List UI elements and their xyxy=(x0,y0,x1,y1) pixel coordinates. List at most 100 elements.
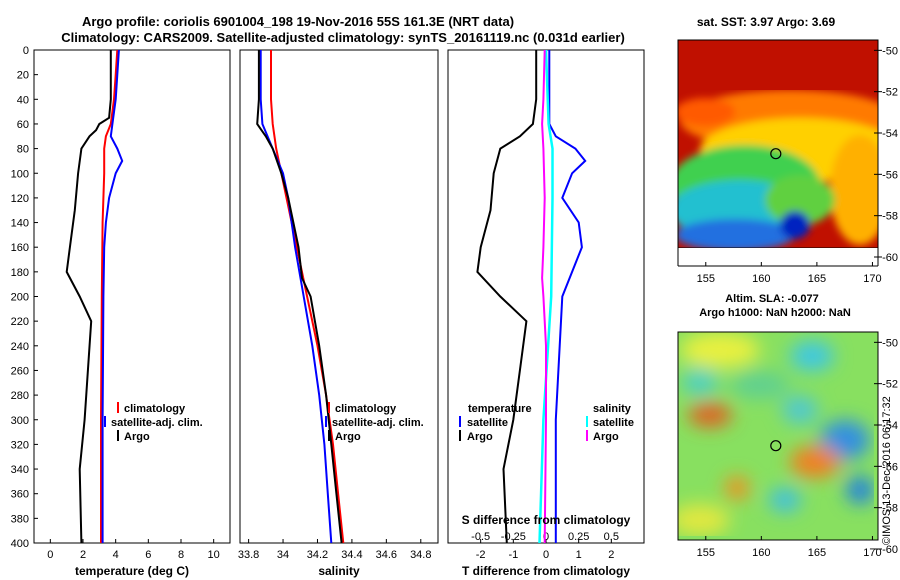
sla-map-panel: Altim. SLA: -0.077 Argo h1000: NaN h2000… xyxy=(677,293,898,559)
depth-tick-label: 120 xyxy=(11,193,29,205)
map-lon-tick-label: 160 xyxy=(752,547,770,559)
sst-region-deepblue xyxy=(780,211,810,239)
temperature-tick-label: 10 xyxy=(208,549,220,561)
s-difference-tick-label: 0.25 xyxy=(568,531,589,543)
legend-label-s-satellite: satellite xyxy=(593,417,634,429)
depth-tick-label: 340 xyxy=(11,464,29,476)
t-difference-tick-label: 2 xyxy=(608,549,614,561)
map-lat-tick-label: -56 xyxy=(882,461,898,473)
depth-tick-label: 160 xyxy=(11,242,29,254)
depth-tick-label: 400 xyxy=(11,538,29,550)
depth-tick-label: 300 xyxy=(11,415,29,427)
legend-label-argo: Argo xyxy=(335,431,361,443)
depth-tick-label: 360 xyxy=(11,489,29,501)
sla-region-orange-w xyxy=(688,403,732,427)
sst-region-green-mid xyxy=(765,175,835,225)
map-lat-tick-label: -52 xyxy=(882,87,898,99)
map-lat-tick-label: -60 xyxy=(882,544,898,556)
title-line-2: Climatology: CARS2009. Satellite-adjuste… xyxy=(61,30,625,45)
depth-tick-label: 60 xyxy=(17,119,29,131)
salinity-tick-label: 34.2 xyxy=(307,549,328,561)
map-lat-tick-label: -54 xyxy=(882,420,898,432)
sla-region-cyan-n xyxy=(790,341,834,371)
temperature-satellite-line xyxy=(101,50,124,543)
sla-region-blue-se xyxy=(846,476,874,504)
title-line-1: Argo profile: coriolis 6901004_198 19-No… xyxy=(82,14,514,29)
salinity-tick-label: 34.6 xyxy=(376,549,397,561)
sla-argo-location-marker xyxy=(770,440,782,452)
s-difference-tick-label: 0 xyxy=(543,531,549,543)
sst-map-white-strip xyxy=(678,248,878,266)
sla-region-orange-c xyxy=(790,446,840,478)
depth-tick-label: 80 xyxy=(17,144,29,156)
legend-label-t-argo: Argo xyxy=(467,431,493,443)
sst-map-title: sat. SST: 3.97 Argo: 3.69 xyxy=(697,15,836,29)
temperature-tick-label: 6 xyxy=(145,549,151,561)
depth-tick-label: 280 xyxy=(11,390,29,402)
map-lat-tick-label: -58 xyxy=(882,211,898,223)
sst-argo-location-marker xyxy=(770,148,782,160)
sst-map-panel: sat. SST: 3.97 Argo: 3.69 155 160 165 170 -5… xyxy=(677,15,898,285)
temperature-climatology-line xyxy=(100,50,119,543)
map-lat-tick-label: -56 xyxy=(882,169,898,181)
sla-map-title-1: Altim. SLA: -0.077 xyxy=(725,293,819,305)
sla-map-title-2: Argo h1000: NaN h2000: NaN xyxy=(699,307,851,319)
depth-tick-label: 140 xyxy=(11,218,29,230)
sla-region-cyan-w xyxy=(682,368,718,396)
depth-tick-labels: 0 20 40 60 80 100 120 140 160 180 200 220 240 260 280 3… xyxy=(11,45,38,550)
s-difference-tick-label: -0.5 xyxy=(471,531,490,543)
map-lon-tick-label: 160 xyxy=(752,273,770,285)
map-lat-tick-label: -60 xyxy=(882,252,898,264)
difference-legend: temperature satellite Argo salinity sate… xyxy=(459,403,634,443)
t-difference-tick-label: 1 xyxy=(576,549,582,561)
t-difference-xlabel: T difference from climatology xyxy=(462,564,630,578)
map-lat-tick-label: -54 xyxy=(882,128,898,140)
t-difference-tick-label: -2 xyxy=(476,549,486,561)
temperature-axes-frame xyxy=(33,49,231,544)
sla-region-green-c xyxy=(730,371,790,399)
map-lat-tick-label: -52 xyxy=(882,379,898,391)
salinity-xlabel: salinity xyxy=(318,564,360,578)
sla-map-tick-labels: 155 160 165 170 -50 -52 -54 -56 -58 -60 xyxy=(697,337,898,559)
s-difference-tick-label: -0.25 xyxy=(501,531,526,543)
s-difference-satellite-line xyxy=(538,50,554,543)
depth-tick-label: 260 xyxy=(11,365,29,377)
sla-region-yellow-sw xyxy=(678,504,730,536)
t-difference-tick-label: 0 xyxy=(543,549,549,561)
salinity-tick-label: 34.4 xyxy=(341,549,362,561)
legend-title-salinity: salinity xyxy=(593,403,632,415)
sla-map-frame xyxy=(677,331,879,541)
sla-region-orange-s xyxy=(725,476,749,500)
map-lon-tick-label: 155 xyxy=(697,547,715,559)
temperature-legend: climatology satellite-adj. clim. Argo xyxy=(104,402,203,443)
temperature-panel: 0204060801001201401601802002202402602803… xyxy=(11,45,231,578)
legend-label-climatology: climatology xyxy=(124,403,186,415)
temperature-tick-label: 0 xyxy=(47,549,53,561)
salinity-argo-line xyxy=(256,50,343,543)
legend-title-temperature: temperature xyxy=(468,403,532,415)
map-lon-tick-label: 165 xyxy=(808,547,826,559)
map-lon-tick-label: 165 xyxy=(808,273,826,285)
salinity-satellite-line xyxy=(259,50,333,543)
salinity-panel: 33.8 34 34.2 34.4 34.6 34.8 salinity climatol… xyxy=(238,49,439,578)
temperature-argo-line xyxy=(65,50,112,543)
legend-label-satellite: satellite-adj. clim. xyxy=(332,417,424,429)
sla-region-yellow-n xyxy=(680,332,760,368)
sst-region-blue-south xyxy=(678,219,795,248)
legend-label-climatology: climatology xyxy=(335,403,397,415)
t-difference-argo-line xyxy=(476,50,538,543)
temperature-tick-label: 8 xyxy=(178,549,184,561)
sla-region-blue-e xyxy=(820,420,870,460)
sla-region-cyan-s xyxy=(769,488,801,512)
salinity-legend: climatology satellite-adj. clim. Argo xyxy=(325,402,424,443)
salinity-tick-label: 34.8 xyxy=(410,549,431,561)
depth-tick-label: 20 xyxy=(17,70,29,82)
legend-label-s-argo: Argo xyxy=(593,431,619,443)
depth-tick-label: 220 xyxy=(11,316,29,328)
salinity-tick-labels: 33.8 34 34.2 34.4 34.6 34.8 xyxy=(238,539,431,561)
map-lat-tick-label: -50 xyxy=(882,45,898,57)
map-lon-tick-label: 170 xyxy=(863,547,881,559)
salinity-tick-label: 33.8 xyxy=(238,549,259,561)
map-lat-tick-label: -50 xyxy=(882,337,898,349)
